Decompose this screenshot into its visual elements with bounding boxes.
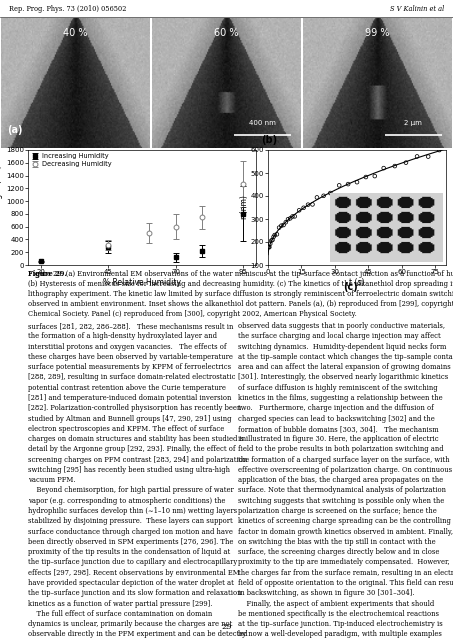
Legend: Increasing Humidity, Decreasing Humidity: Increasing Humidity, Decreasing Humidity xyxy=(31,154,111,167)
Point xyxy=(280,220,287,230)
Point xyxy=(327,188,334,198)
Point xyxy=(273,229,280,239)
X-axis label: t (s): t (s) xyxy=(349,278,365,287)
Text: Figure 29. (a) Environmental EM observations of the water meniscus at the tip–su: Figure 29. (a) Environmental EM observat… xyxy=(28,270,453,318)
Point xyxy=(414,151,421,161)
Point xyxy=(353,177,361,188)
Text: 99 %: 99 % xyxy=(365,28,390,38)
Y-axis label: Meniscus Height (nm): Meniscus Height (nm) xyxy=(0,166,3,250)
Point xyxy=(284,214,292,225)
Point xyxy=(282,217,289,227)
Point xyxy=(291,211,299,221)
Point xyxy=(436,145,443,156)
Text: Figure 29.: Figure 29. xyxy=(28,270,67,278)
Text: S V Kalinin et al: S V Kalinin et al xyxy=(390,4,444,13)
Text: (c): (c) xyxy=(343,282,357,292)
Point xyxy=(313,192,321,202)
Point xyxy=(424,152,432,162)
Text: 29: 29 xyxy=(221,623,232,631)
Point xyxy=(402,157,410,168)
Point xyxy=(336,180,343,191)
Text: Rep. Prog. Phys. 73 (2010) 056502: Rep. Prog. Phys. 73 (2010) 056502 xyxy=(9,4,126,13)
Point xyxy=(391,161,399,171)
Point xyxy=(289,211,296,221)
Text: surfaces [281, 282, 286–288].   These mechanisms result in
the formation of a hi: surfaces [281, 282, 286–288]. These mech… xyxy=(28,322,248,640)
Text: 400 nm: 400 nm xyxy=(249,120,276,126)
Text: 40 %: 40 % xyxy=(63,28,88,38)
Point xyxy=(278,221,285,231)
Text: (b): (b) xyxy=(261,136,277,145)
Point xyxy=(371,171,378,181)
Point xyxy=(295,205,303,216)
Point xyxy=(269,235,276,245)
Point xyxy=(267,239,274,249)
Y-axis label: r (nm): r (nm) xyxy=(240,196,249,220)
Point xyxy=(309,199,316,209)
Point xyxy=(270,232,277,242)
Point xyxy=(300,203,307,213)
Text: 60 %: 60 % xyxy=(214,28,239,38)
Point xyxy=(265,242,272,252)
Point xyxy=(271,230,278,240)
Point xyxy=(268,236,275,246)
Point xyxy=(304,200,312,210)
Point xyxy=(287,213,294,223)
Point xyxy=(344,179,352,189)
Text: (a): (a) xyxy=(7,125,23,135)
Point xyxy=(380,163,387,173)
Point xyxy=(320,191,327,201)
X-axis label: % Relative Humidity: % Relative Humidity xyxy=(103,278,181,287)
Text: 2 μm: 2 μm xyxy=(405,120,422,126)
Text: observed data suggests that in poorly conductive materials,
the surface charging: observed data suggests that in poorly co… xyxy=(238,322,453,640)
Point xyxy=(362,172,370,182)
Point xyxy=(275,223,283,233)
Point xyxy=(266,242,273,252)
